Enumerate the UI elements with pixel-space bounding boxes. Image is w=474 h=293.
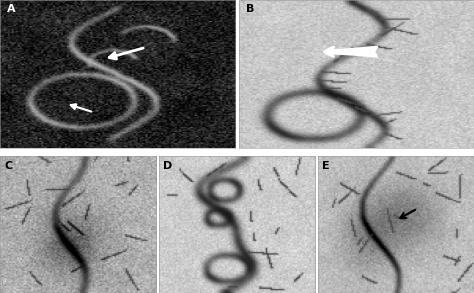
Text: A: A [7,4,16,14]
Text: D: D [164,161,173,171]
Text: B: B [246,4,254,14]
Text: C: C [5,161,13,171]
Text: E: E [322,161,330,171]
